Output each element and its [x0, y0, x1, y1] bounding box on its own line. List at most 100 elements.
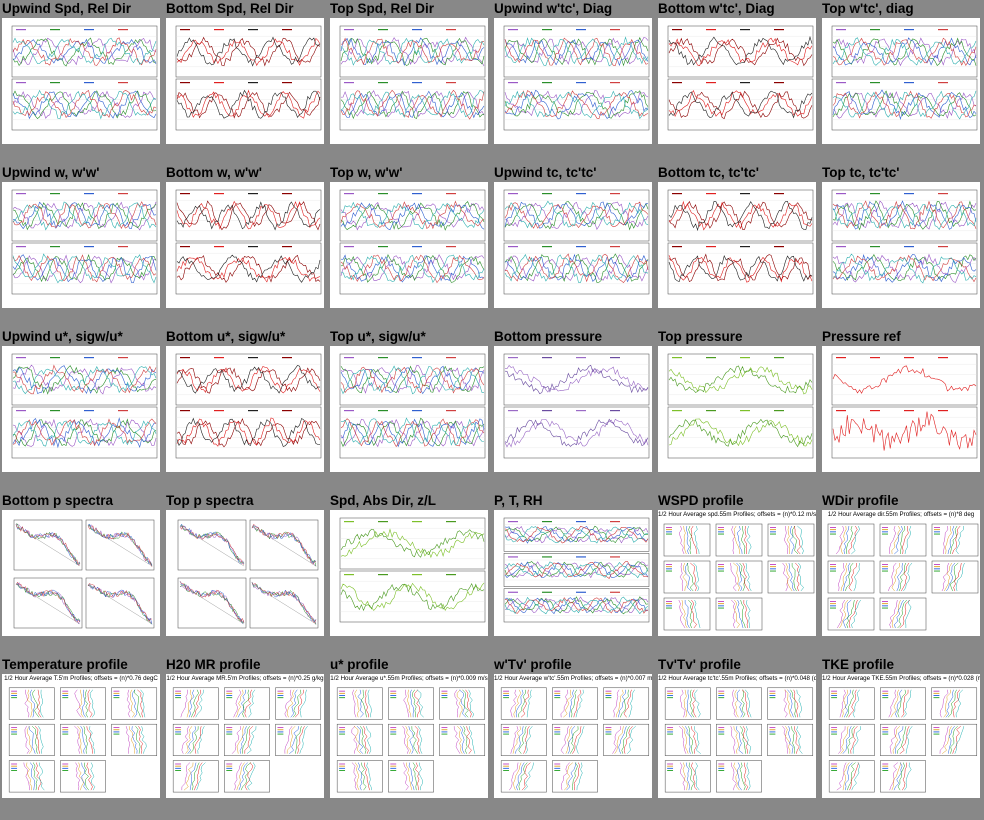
profile-caption: 1/2 Hour Average spd.55m Profiles; offse… — [658, 511, 816, 518]
plot-image — [175, 189, 322, 295]
plot-image — [177, 519, 319, 629]
plot-tile: Upwind u*, sigw/u* — [0, 328, 162, 492]
plot-tile: Bottom p spectra — [0, 492, 162, 656]
plot-image — [667, 189, 814, 295]
plot-title: Bottom Spd, Rel Dir — [166, 1, 294, 16]
plot-thumbnail-link[interactable] — [658, 18, 816, 144]
plot-tile: TKE profile 1/2 Hour Average TKE.55m Prof… — [820, 656, 982, 820]
plot-thumbnail-link[interactable] — [166, 510, 324, 636]
plot-image — [503, 189, 650, 295]
plot-image — [175, 25, 322, 131]
plot-title: Upwind w, w'w' — [2, 165, 100, 180]
profile-caption: 1/2 Hour Average tc'tc'.55m Profiles; of… — [658, 675, 816, 682]
plot-thumbnail-link[interactable] — [494, 510, 652, 636]
plot-image — [831, 353, 978, 459]
plot-thumbnail-link[interactable] — [658, 182, 816, 308]
plot-tile: Bottom pressure — [492, 328, 654, 492]
plot-thumbnail-link[interactable] — [494, 346, 652, 472]
plot-title: Temperature profile — [2, 657, 128, 672]
plot-thumbnail-link[interactable] — [166, 18, 324, 144]
plot-tile: Upwind w, w'w' — [0, 164, 162, 328]
plot-thumbnail-link[interactable]: 1/2 Hour Average w'tc'.55m Profiles; off… — [494, 674, 652, 798]
profile-caption: 1/2 Hour Average T.5'm Profiles; offsets… — [4, 675, 158, 682]
plot-thumbnail-link[interactable] — [330, 182, 488, 308]
plot-thumbnail-link[interactable] — [2, 182, 160, 308]
plot-title: Bottom pressure — [494, 329, 603, 344]
plot-thumbnail-link[interactable] — [2, 510, 160, 636]
plot-tile: Top pressure — [656, 328, 818, 492]
plot-thumbnail-link[interactable] — [330, 510, 488, 636]
plot-thumbnail-link[interactable] — [2, 346, 160, 472]
plot-tile: WDir profile 1/2 Hour Average dir.55m Pro… — [820, 492, 982, 656]
plot-tile: Top w'tc', diag — [820, 0, 982, 164]
plot-image — [11, 189, 158, 295]
plot-title: Top p spectra — [166, 493, 254, 508]
plot-title: TKE profile — [822, 657, 895, 672]
plot-title: Spd, Abs Dir, z/L — [330, 493, 437, 508]
plot-tile: Top tc, tc'tc' — [820, 164, 982, 328]
plot-thumbnail-link[interactable] — [330, 18, 488, 144]
plot-tile: P, T, RH — [492, 492, 654, 656]
plot-image — [13, 519, 155, 629]
profile-caption: 1/2 Hour Average u*.55m Profiles; offset… — [330, 675, 488, 682]
plot-thumbnail-link[interactable]: 1/2 Hour Average tc'tc'.55m Profiles; of… — [658, 674, 816, 798]
plot-tile: Upwind Spd, Rel Dir — [0, 0, 162, 164]
plot-thumbnail-link[interactable] — [166, 346, 324, 472]
plot-title: Upwind Spd, Rel Dir — [2, 1, 132, 16]
plot-thumbnail-link[interactable] — [166, 182, 324, 308]
plot-title: w'Tv' profile — [494, 657, 572, 672]
plot-image — [663, 523, 815, 631]
plot-thumbnail-link[interactable] — [494, 18, 652, 144]
plot-image — [11, 25, 158, 131]
plot-thumbnail-link[interactable]: 1/2 Hour Average dir.55m Profiles; offse… — [822, 510, 980, 636]
plot-tile: Spd, Abs Dir, z/L — [328, 492, 490, 656]
plot-title: Bottom p spectra — [2, 493, 114, 508]
plot-image — [503, 517, 650, 623]
plot-tile: u* profile 1/2 Hour Average u*.55m Profil… — [328, 656, 490, 820]
plot-thumbnail-link[interactable] — [330, 346, 488, 472]
plot-title: Bottom u*, sigw/u* — [166, 329, 286, 344]
plot-image — [175, 353, 322, 459]
plot-thumbnail-link[interactable] — [2, 18, 160, 144]
plot-thumbnail-link[interactable] — [822, 182, 980, 308]
plot-tile: Top Spd, Rel Dir — [328, 0, 490, 164]
plot-title: Top tc, tc'tc' — [822, 165, 900, 180]
plot-title: Upwind u*, sigw/u* — [2, 329, 123, 344]
plot-image — [339, 517, 486, 623]
plot-image — [500, 687, 650, 793]
plot-image — [11, 353, 158, 459]
plot-thumbnail-link[interactable]: 1/2 Hour Average T.5'm Profiles; offsets… — [2, 674, 160, 798]
plot-thumbnail-link[interactable]: 1/2 Hour Average MR.5'm Profiles; offset… — [166, 674, 324, 798]
plot-title: WDir profile — [822, 493, 899, 508]
plot-tile: Upwind w'tc', Diag — [492, 0, 654, 164]
plot-title: Bottom w'tc', Diag — [658, 1, 775, 16]
plot-thumbnail-link[interactable] — [822, 346, 980, 472]
plot-tile: w'Tv' profile 1/2 Hour Average w'tc'.55m … — [492, 656, 654, 820]
plot-tile: Top u*, sigw/u* — [328, 328, 490, 492]
plot-tile: Temperature profile 1/2 Hour Average T.5'… — [0, 656, 162, 820]
plot-title: Top w, w'w' — [330, 165, 403, 180]
plot-title: Pressure ref — [822, 329, 901, 344]
plot-image — [828, 687, 978, 793]
plot-image — [667, 25, 814, 131]
plot-thumbnail-link[interactable]: 1/2 Hour Average u*.55m Profiles; offset… — [330, 674, 488, 798]
plot-image — [8, 687, 158, 793]
plot-tile: Bottom w'tc', Diag — [656, 0, 818, 164]
plot-image — [664, 687, 814, 793]
plot-image — [336, 687, 486, 793]
plot-image — [667, 353, 814, 459]
plot-thumbnail-link[interactable]: 1/2 Hour Average spd.55m Profiles; offse… — [658, 510, 816, 636]
plot-image — [339, 25, 486, 131]
plot-title: Upwind w'tc', Diag — [494, 1, 613, 16]
plot-title: Bottom w, w'w' — [166, 165, 262, 180]
plot-thumbnail-link[interactable] — [494, 182, 652, 308]
plot-thumbnail-link[interactable] — [822, 18, 980, 144]
plot-thumbnail-link[interactable]: 1/2 Hour Average TKE.55m Profiles; offse… — [822, 674, 980, 798]
plot-tile: Bottom u*, sigw/u* — [164, 328, 326, 492]
plot-image — [831, 189, 978, 295]
plot-tile: Upwind tc, tc'tc' — [492, 164, 654, 328]
plot-title: Top w'tc', diag — [822, 1, 914, 16]
plot-tile: Tv'Tv' profile 1/2 Hour Average tc'tc'.55… — [656, 656, 818, 820]
plot-thumbnail-link[interactable] — [658, 346, 816, 472]
plot-tile: Pressure ref — [820, 328, 982, 492]
